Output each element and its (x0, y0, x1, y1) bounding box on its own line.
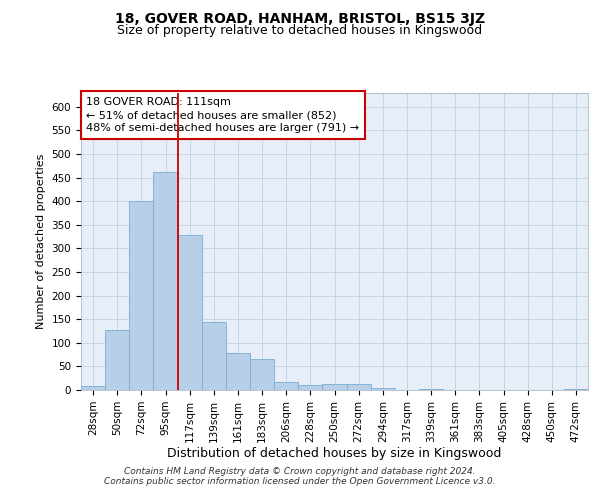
Bar (178, 235, 202, 390)
Bar (154, 172, 178, 390)
Bar (226, 353, 250, 390)
Bar (564, 388, 588, 390)
Bar (274, 382, 298, 390)
Y-axis label: Number of detached properties: Number of detached properties (36, 154, 46, 329)
Bar (105, 330, 129, 390)
Text: Size of property relative to detached houses in Kingswood: Size of property relative to detached ho… (118, 24, 482, 37)
Bar (347, 384, 371, 390)
Bar (419, 388, 443, 390)
Text: 18 GOVER ROAD: 111sqm
← 51% of detached houses are smaller (852)
48% of semi-det: 18 GOVER ROAD: 111sqm ← 51% of detached … (86, 97, 359, 134)
Bar (371, 388, 395, 390)
Bar (322, 384, 347, 390)
Bar (129, 201, 154, 390)
Bar (250, 360, 274, 390)
Text: 18, GOVER ROAD, HANHAM, BRISTOL, BS15 3JZ: 18, GOVER ROAD, HANHAM, BRISTOL, BS15 3J… (115, 12, 485, 26)
Text: Contains HM Land Registry data © Crown copyright and database right 2024.: Contains HM Land Registry data © Crown c… (124, 468, 476, 476)
Bar (202, 322, 226, 390)
Bar (298, 386, 322, 390)
Bar (81, 386, 105, 390)
X-axis label: Distribution of detached houses by size in Kingswood: Distribution of detached houses by size … (167, 448, 502, 460)
Text: Contains public sector information licensed under the Open Government Licence v3: Contains public sector information licen… (104, 478, 496, 486)
